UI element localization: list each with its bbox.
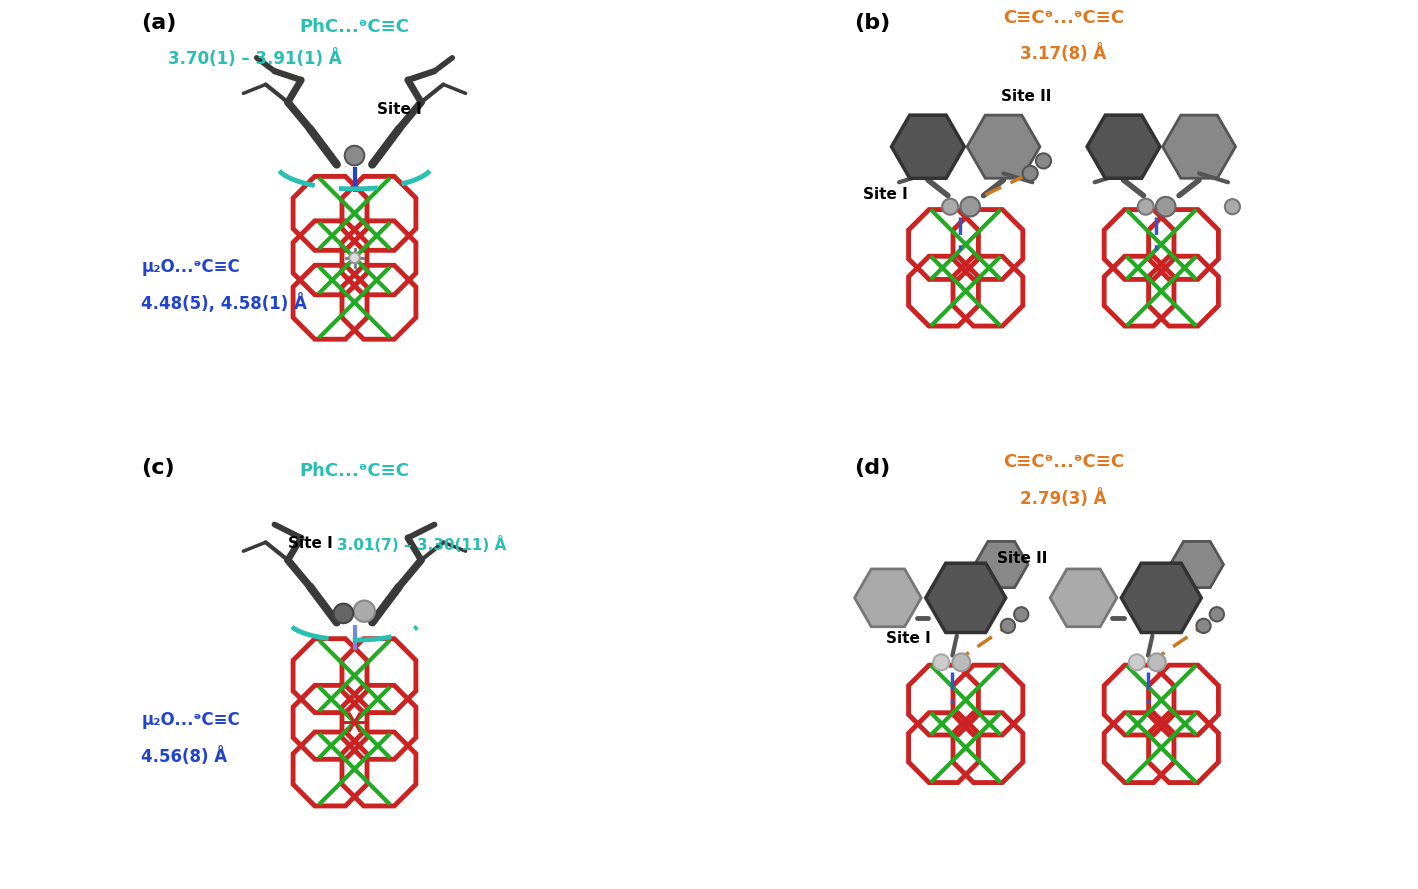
- Polygon shape: [967, 115, 1039, 179]
- Text: C≡Cᵊ...ᵊC≡C: C≡Cᵊ...ᵊC≡C: [1003, 9, 1124, 27]
- Circle shape: [1137, 198, 1154, 214]
- Circle shape: [1001, 619, 1015, 633]
- Polygon shape: [855, 569, 922, 627]
- Polygon shape: [974, 541, 1028, 588]
- Circle shape: [333, 604, 353, 623]
- Polygon shape: [1088, 115, 1160, 179]
- Text: μ₂O...ᵊC≡C: μ₂O...ᵊC≡C: [142, 258, 240, 276]
- Text: (c): (c): [142, 458, 174, 477]
- Circle shape: [1037, 153, 1051, 168]
- Polygon shape: [1051, 569, 1117, 627]
- Text: Site I: Site I: [288, 535, 333, 550]
- Circle shape: [960, 196, 980, 217]
- Text: Site II: Site II: [997, 551, 1048, 566]
- Text: (b): (b): [855, 13, 891, 33]
- Text: Site I: Site I: [886, 631, 930, 646]
- Circle shape: [953, 653, 970, 671]
- Text: Site I: Site I: [377, 102, 421, 117]
- Circle shape: [349, 252, 360, 263]
- Text: Site II: Site II: [1001, 89, 1052, 104]
- Circle shape: [1225, 199, 1239, 214]
- Circle shape: [1014, 607, 1028, 621]
- Circle shape: [1210, 607, 1224, 621]
- Text: 3.01(7) – 3.30(11) Å: 3.01(7) – 3.30(11) Å: [336, 535, 506, 553]
- Text: PhC...ᵊC≡C: PhC...ᵊC≡C: [299, 18, 410, 36]
- Text: Site I: Site I: [864, 187, 908, 202]
- Polygon shape: [1170, 541, 1224, 588]
- Text: C≡Cᵊ...ᵊC≡C: C≡Cᵊ...ᵊC≡C: [1003, 453, 1124, 471]
- Polygon shape: [1122, 564, 1201, 632]
- Text: PhC...ᵊC≡C: PhC...ᵊC≡C: [299, 462, 410, 480]
- Circle shape: [1129, 654, 1144, 670]
- Text: 4.56(8) Å: 4.56(8) Å: [142, 747, 227, 765]
- Circle shape: [1022, 165, 1038, 181]
- Circle shape: [1149, 653, 1166, 671]
- Text: (a): (a): [142, 13, 176, 33]
- Text: μ₂O...ᵊC≡C: μ₂O...ᵊC≡C: [142, 711, 240, 729]
- Circle shape: [1156, 196, 1176, 217]
- Text: 3.17(8) Å: 3.17(8) Å: [1021, 44, 1106, 63]
- Circle shape: [933, 654, 949, 670]
- Polygon shape: [892, 115, 964, 179]
- Polygon shape: [1163, 115, 1235, 179]
- Text: 4.48(5), 4.58(1) Å: 4.48(5), 4.58(1) Å: [142, 293, 308, 313]
- Polygon shape: [926, 564, 1005, 632]
- Text: (d): (d): [855, 458, 891, 477]
- Circle shape: [942, 198, 959, 214]
- Circle shape: [353, 601, 374, 622]
- Text: 2.79(3) Å: 2.79(3) Å: [1020, 489, 1107, 508]
- Circle shape: [1197, 619, 1211, 633]
- Circle shape: [345, 146, 364, 165]
- Text: 3.70(1) – 3.91(1) Å: 3.70(1) – 3.91(1) Å: [167, 49, 342, 68]
